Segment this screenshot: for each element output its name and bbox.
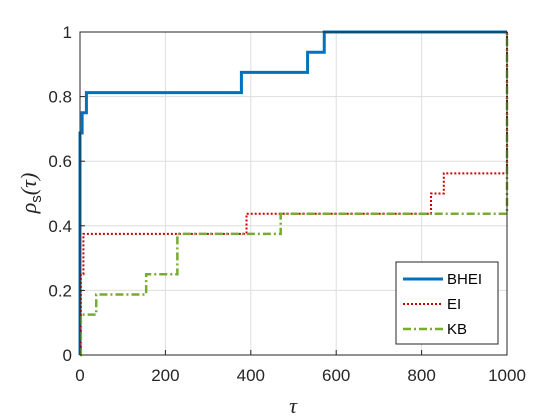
y-tick-label: 0 bbox=[63, 346, 72, 365]
x-tick-label: 0 bbox=[75, 366, 84, 385]
legend-label-bhei: BHEI bbox=[447, 271, 482, 288]
series-line-kb bbox=[79, 32, 509, 357]
y-axis-label-suffix: (τ) bbox=[16, 173, 41, 196]
x-axis-label: τ bbox=[289, 393, 298, 418]
y-axis-label-subscript: s bbox=[28, 195, 45, 203]
series-line-ei bbox=[79, 32, 508, 356]
ticks-group: 0 200 400 600 800 1000 0 0.2 0.4 0.6 0.8 1 bbox=[48, 23, 526, 385]
y-tick-label: 0.8 bbox=[48, 88, 72, 107]
y-axis-label-main: ρ bbox=[16, 203, 41, 215]
legend-label-kb: KB bbox=[447, 321, 467, 338]
grid-lines bbox=[79, 31, 508, 356]
x-tick-label: 200 bbox=[151, 366, 179, 385]
y-tick-label: 0.4 bbox=[48, 217, 72, 236]
y-tick-label: 0.6 bbox=[48, 152, 72, 171]
series-group bbox=[78, 30, 509, 357]
y-tick-label: 0.2 bbox=[48, 281, 72, 300]
x-tick-label: 1000 bbox=[488, 366, 526, 385]
y-tick-label: 1 bbox=[63, 23, 72, 42]
legend: BHEI EI KB bbox=[395, 261, 499, 345]
x-tick-label: 600 bbox=[322, 366, 350, 385]
legend-label-ei: EI bbox=[447, 296, 461, 313]
x-tick-label: 800 bbox=[407, 366, 435, 385]
plot-frame bbox=[79, 31, 508, 356]
y-axis-label: ρs(τ) bbox=[16, 173, 45, 215]
x-tick-label: 400 bbox=[237, 366, 265, 385]
series-line-bhei bbox=[78, 30, 507, 355]
